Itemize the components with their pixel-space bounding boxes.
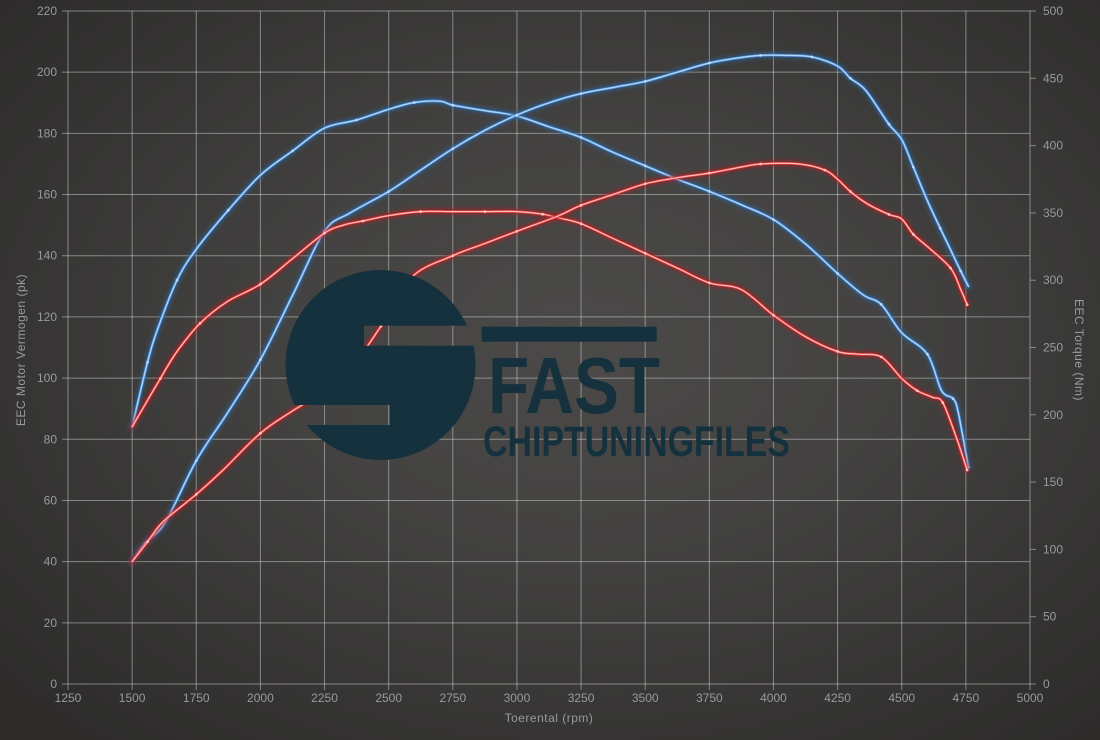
curve-red-power-pk: [126, 157, 973, 568]
y-right-tick-label: 400: [1043, 139, 1063, 153]
y-right-tick-label: 450: [1043, 71, 1063, 85]
y-left-tick-label: 80: [44, 432, 58, 446]
curve-red-torque-nm: [126, 205, 973, 476]
x-tick-label: 2250: [311, 691, 338, 705]
axis-ticks: [62, 10, 1036, 690]
y-left-tick-label: 40: [44, 555, 58, 569]
y-left-tick-label: 100: [37, 371, 57, 385]
y-left-tick-label: 20: [44, 616, 58, 630]
y-right-tick-label: 300: [1043, 273, 1063, 287]
curve-blue-power-pk: [126, 49, 974, 568]
brand-subtitle-text: CHIPTUNINGFILES: [483, 418, 790, 466]
x-tick-label: 2750: [439, 691, 466, 705]
y-left-tick-label: 220: [37, 4, 57, 18]
x-tick-label: 1250: [55, 691, 82, 705]
brand-circle-s-icon: [285, 270, 476, 460]
x-tick-label: 2500: [375, 691, 402, 705]
y-right-tick-label: 500: [1043, 4, 1063, 18]
x-tick-label: 4250: [824, 691, 851, 705]
curve-blue-torque-nm: [126, 95, 974, 473]
brand-bar: [481, 326, 657, 342]
brand-name-text: FAST: [488, 341, 660, 430]
x-tick-label: 4500: [888, 691, 915, 705]
y-right-tick-label: 50: [1043, 610, 1057, 624]
x-tick-label: 4750: [953, 691, 980, 705]
y-left-tick-label: 60: [44, 493, 58, 507]
x-tick-label: 5000: [1017, 691, 1044, 705]
x-axis-title: Toerental (rpm): [504, 711, 594, 725]
y-left-tick-label: 160: [37, 188, 57, 202]
y-left-tick-label: 200: [37, 65, 57, 79]
gridlines: [67, 10, 1031, 685]
y-right-tick-label: 100: [1043, 542, 1063, 556]
y-right-tick-label: 250: [1043, 341, 1063, 355]
x-tick-label: 4000: [760, 691, 787, 705]
x-tick-label: 3750: [696, 691, 723, 705]
x-tick-label: 1500: [119, 691, 146, 705]
y-right-tick-label: 150: [1043, 475, 1063, 489]
y-left-tick-label: 180: [37, 126, 57, 140]
y-right-tick-label: 0: [1043, 677, 1050, 691]
tick-labels: 1250 1500 1750 2000 2250 2500 2750 3000 3250 3500…: [37, 4, 1063, 705]
y-left-axis-title: EEC Motor Vermogen (pk): [14, 273, 28, 427]
y-right-axis-title: EEC Torque (Nm): [1072, 299, 1086, 401]
y-right-tick-label: 350: [1043, 206, 1063, 220]
y-left-tick-label: 120: [37, 310, 57, 324]
y-left-tick-label: 0: [50, 677, 57, 691]
y-right-tick-label: 200: [1043, 408, 1063, 422]
x-tick-label: 3000: [504, 691, 531, 705]
y-left-tick-label: 140: [37, 249, 57, 263]
x-tick-label: 1750: [183, 691, 210, 705]
x-tick-label: 2000: [247, 691, 274, 705]
x-tick-label: 3250: [568, 691, 595, 705]
x-tick-label: 3500: [632, 691, 659, 705]
